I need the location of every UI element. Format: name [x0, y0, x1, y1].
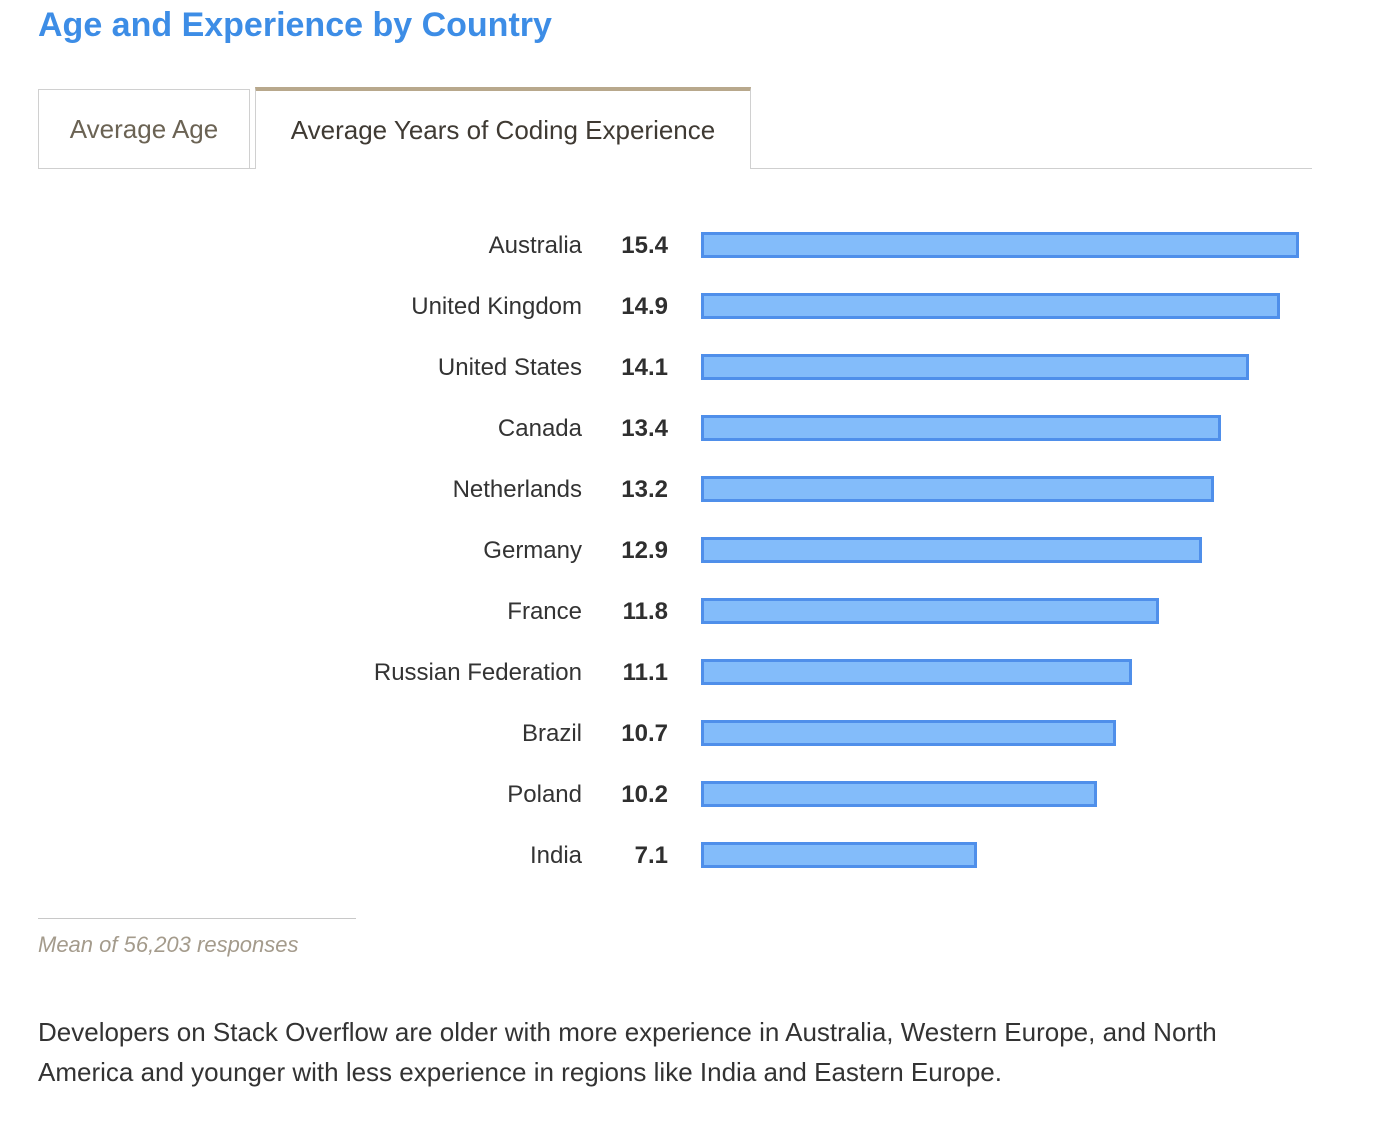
category-label: Canada: [497, 415, 582, 442]
value-label: 14.9: [621, 293, 668, 320]
category-label: Germany: [483, 537, 582, 564]
category-label: Netherlands: [452, 476, 582, 503]
value-label: 12.9: [621, 537, 668, 564]
bar: [701, 598, 1159, 624]
bar: [701, 415, 1221, 441]
bar-row: United States 14.1: [0, 342, 1400, 403]
bar-row: Netherlands 13.2: [0, 464, 1400, 525]
bar: [701, 659, 1132, 685]
tab-average-age[interactable]: Average Age: [38, 89, 250, 168]
bar-row: Poland 10.2: [0, 769, 1400, 830]
bar-row: Russian Federation 11.1: [0, 647, 1400, 708]
category-label: France: [507, 598, 582, 625]
value-label: 13.2: [621, 476, 668, 503]
bar: [701, 720, 1116, 746]
category-label: Poland: [507, 781, 582, 808]
bar-row: India 7.1: [0, 830, 1400, 891]
category-label: Brazil: [521, 720, 582, 747]
bar: [701, 842, 977, 868]
value-label: 10.2: [621, 781, 668, 808]
bar: [701, 537, 1202, 563]
value-label: 10.7: [621, 720, 668, 747]
bar-row: Brazil 10.7: [0, 708, 1400, 769]
value-label: 11.1: [622, 659, 668, 686]
bar-row: Australia 15.4: [0, 220, 1400, 281]
category-label: India: [529, 842, 582, 869]
bar: [701, 354, 1249, 380]
bar-row: Canada 13.4: [0, 403, 1400, 464]
page-title: Age and Experience by Country: [38, 6, 552, 44]
bar: [701, 781, 1097, 807]
category-label: United States: [437, 354, 582, 381]
footnote-divider: [38, 918, 356, 919]
category-label: United Kingdom: [411, 293, 582, 320]
footnote: Mean of 56,203 responses: [38, 932, 299, 957]
bar-row: United Kingdom 14.9: [0, 281, 1400, 342]
bar: [701, 476, 1214, 502]
bar-row: Germany 12.9: [0, 525, 1400, 586]
category-label: Russian Federation: [373, 659, 582, 686]
bar: [701, 232, 1299, 258]
value-label: 7.1: [634, 842, 668, 869]
value-label: 14.1: [621, 354, 668, 381]
description-text: Developers on Stack Overflow are older w…: [38, 1017, 1217, 1087]
bar-chart: Australia 15.4 United Kingdom 14.9 United St…: [0, 200, 1400, 900]
value-label: 11.8: [622, 598, 668, 625]
tab-bar: Average Age Average Years of Coding Expe…: [38, 87, 1312, 169]
category-label: Australia: [488, 232, 582, 259]
value-label: 13.4: [621, 415, 668, 442]
bar-row: France 11.8: [0, 586, 1400, 647]
tab-average-years-coding-experience[interactable]: Average Years of Coding Experience: [255, 87, 751, 169]
value-label: 15.4: [621, 232, 668, 259]
bar: [701, 293, 1280, 319]
